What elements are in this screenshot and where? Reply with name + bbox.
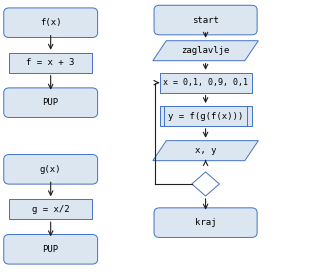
Text: PUP: PUP — [43, 245, 59, 254]
Text: start: start — [192, 16, 219, 24]
Text: f = x + 3: f = x + 3 — [27, 58, 75, 67]
Text: g = x/2: g = x/2 — [32, 205, 69, 214]
Text: PUP: PUP — [43, 98, 59, 107]
Text: x, y: x, y — [195, 146, 216, 155]
FancyBboxPatch shape — [154, 208, 257, 237]
Bar — [160, 106, 252, 126]
Bar — [9, 199, 92, 219]
Polygon shape — [153, 141, 258, 161]
Polygon shape — [153, 41, 258, 61]
Text: zaglavlje: zaglavlje — [182, 46, 230, 55]
FancyBboxPatch shape — [4, 88, 98, 118]
FancyBboxPatch shape — [154, 5, 257, 35]
FancyBboxPatch shape — [4, 234, 98, 264]
Bar — [9, 53, 92, 73]
Text: f(x): f(x) — [40, 18, 61, 27]
Text: kraj: kraj — [195, 218, 216, 227]
Text: y = f(g(f(x))): y = f(g(f(x))) — [168, 112, 243, 120]
FancyBboxPatch shape — [4, 154, 98, 184]
Text: g(x): g(x) — [40, 165, 61, 174]
Text: x = 0,1, 0,9, 0,1: x = 0,1, 0,9, 0,1 — [163, 78, 248, 87]
Bar — [160, 73, 252, 93]
Polygon shape — [192, 172, 219, 196]
FancyBboxPatch shape — [4, 8, 98, 38]
